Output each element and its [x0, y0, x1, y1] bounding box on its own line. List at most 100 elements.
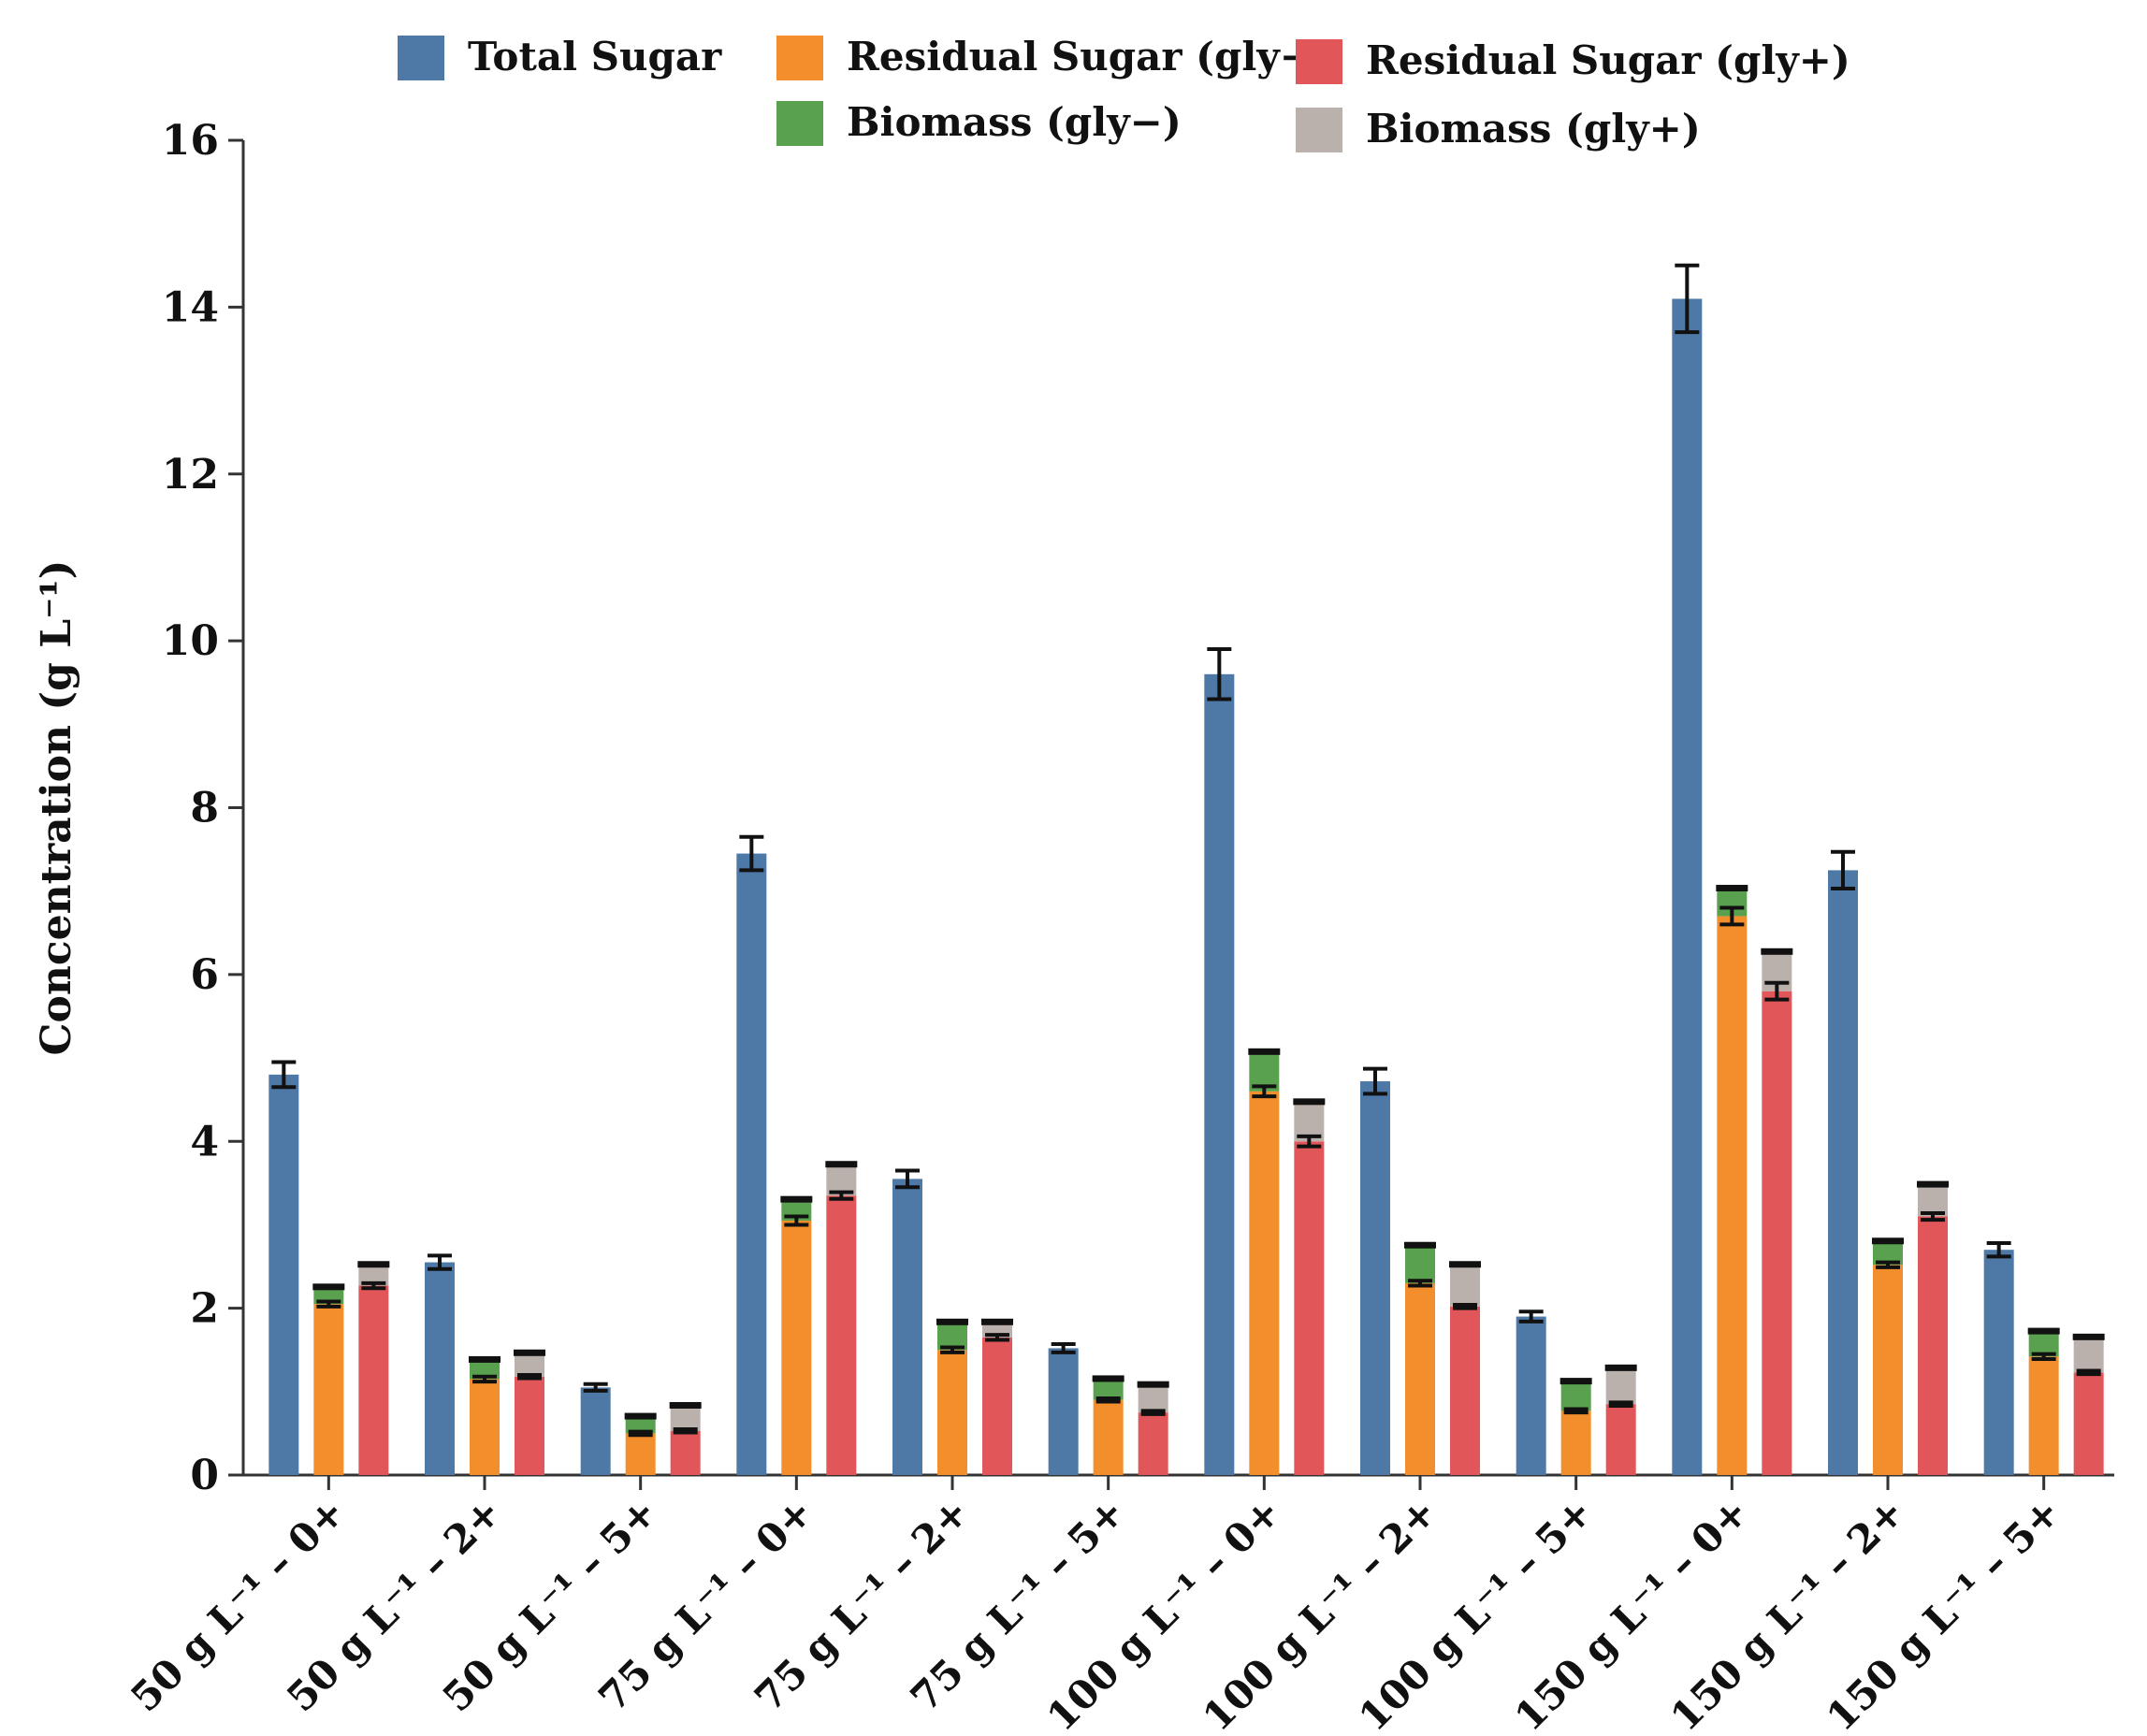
bar-total-sugar	[1516, 1316, 1546, 1475]
bar-biomass-gly-plus	[358, 1265, 389, 1286]
bar-residual-sugar-gly-minus	[1249, 1091, 1280, 1475]
bar-residual-sugar-gly-plus	[982, 1337, 1012, 1475]
legend: Total Sugar Residual Sugar (gly−) Residual…	[398, 34, 1850, 152]
y-tick-label: 4	[190, 1118, 219, 1165]
bar-residual-sugar-gly-minus	[1405, 1282, 1435, 1475]
bar-top-cap	[312, 1283, 345, 1291]
bar-total-sugar	[736, 853, 767, 1475]
legend-label: Total Sugar	[468, 34, 722, 80]
legend-label: Biomass (gly−)	[847, 99, 1182, 145]
y-axis-label: Concentration (g L⁻¹)	[33, 560, 80, 1056]
y-tick-label: 2	[190, 1285, 219, 1333]
bar-total-sugar	[1204, 673, 1235, 1475]
bar-biomass-gly-minus	[1405, 1245, 1435, 1283]
bar-top-cap	[357, 1261, 390, 1268]
bar-residual-sugar-gly-minus	[2028, 1356, 2059, 1475]
bar-top-cap	[1449, 1261, 1481, 1268]
bar-total-sugar	[268, 1074, 299, 1475]
bar-residual-sugar-gly-plus	[826, 1195, 857, 1475]
bar-biomass-gly-plus	[1450, 1265, 1480, 1307]
y-tick-label: 16	[162, 117, 219, 165]
bar-top-cap	[624, 1412, 657, 1420]
bar-residual-sugar-gly-plus	[1138, 1412, 1168, 1475]
bar-residual-sugar-gly-minus	[1717, 916, 1748, 1475]
bar-residual-sugar-gly-plus	[670, 1430, 701, 1475]
bar-biomass-gly-plus	[515, 1353, 544, 1377]
bar-top-cap	[2072, 1333, 2105, 1340]
bars	[268, 298, 2104, 1475]
bar-residual-sugar-gly-plus	[515, 1376, 544, 1475]
bar-residual-sugar-gly-plus	[1605, 1404, 1636, 1475]
bar-top-cap	[1137, 1381, 1169, 1388]
bar-residual-sugar-gly-minus	[781, 1220, 812, 1475]
bar-top-cap	[981, 1318, 1013, 1325]
y-tick-label: 0	[190, 1452, 219, 1499]
bar-residual-sugar-gly-minus	[1873, 1265, 1903, 1475]
x-ticks: 50 g L⁻¹ – 0+50 g L⁻¹ – 2+50 g L⁻¹ – 5+7…	[122, 1475, 2069, 1736]
bar-top-cap	[780, 1195, 813, 1203]
bar-total-sugar	[1048, 1348, 1079, 1475]
bar-biomass-gly-plus	[670, 1405, 701, 1431]
bar-top-cap	[1761, 948, 1793, 955]
bar-top-cap	[469, 1355, 500, 1363]
bar-biomass-gly-plus	[1605, 1367, 1636, 1405]
bar-total-sugar	[892, 1179, 922, 1475]
bar-residual-sugar-gly-minus	[937, 1350, 967, 1475]
bar-residual-sugar-gly-minus	[1093, 1399, 1124, 1475]
bar-biomass-gly-minus	[625, 1416, 656, 1434]
bar-residual-sugar-gly-plus	[1294, 1141, 1325, 1475]
bar-biomass-gly-minus	[470, 1359, 500, 1380]
bar-top-cap	[514, 1349, 545, 1356]
bar-total-sugar	[1828, 870, 1858, 1475]
bar-residual-sugar-gly-minus	[313, 1304, 344, 1475]
bar-top-cap	[825, 1161, 858, 1168]
bar-residual-sugar-gly-minus	[625, 1433, 656, 1475]
bar-residual-sugar-gly-minus	[470, 1379, 500, 1475]
bar-total-sugar	[425, 1262, 455, 1475]
legend-swatch	[398, 36, 444, 80]
bar-top-cap	[1872, 1237, 1904, 1245]
bar-top-cap	[1248, 1048, 1281, 1055]
legend-swatch	[1296, 39, 1342, 84]
y-tick-label: 10	[162, 617, 219, 665]
bar-total-sugar	[580, 1387, 611, 1475]
legend-swatch	[776, 36, 823, 80]
axes: 0 2 4 6 8 10 12 14 16 50 g L⁻¹ – 0+50 g L⁻¹ – 2+…	[122, 117, 2114, 1736]
bar-total-sugar	[1983, 1250, 2014, 1475]
bar-residual-sugar-gly-plus	[2073, 1372, 2104, 1475]
bar-top-cap	[1559, 1378, 1592, 1385]
y-tick-label: 12	[162, 451, 219, 499]
legend-swatch	[1296, 108, 1342, 152]
bar-residual-sugar-gly-minus	[1560, 1410, 1591, 1475]
error-bars	[271, 263, 2105, 1438]
bar-biomass-gly-plus	[1918, 1184, 1948, 1217]
bar-biomass-gly-minus	[937, 1322, 967, 1351]
bar-top-cap	[1293, 1098, 1326, 1106]
bar-biomass-gly-plus	[2073, 1337, 2104, 1373]
bar-top-cap	[1404, 1241, 1436, 1249]
bar-top-cap	[1716, 885, 1748, 892]
legend-label: Residual Sugar (gly+)	[1366, 37, 1850, 83]
legend-swatch	[776, 101, 823, 146]
bar-top-cap	[936, 1318, 968, 1325]
bar-biomass-gly-minus	[1093, 1379, 1124, 1400]
bar-top-cap	[2027, 1327, 2060, 1335]
legend-label: Residual Sugar (gly−)	[847, 34, 1331, 80]
bar-top-cap	[1917, 1180, 1949, 1188]
bar-top-cap	[669, 1401, 702, 1409]
bar-residual-sugar-gly-plus	[1762, 991, 1792, 1475]
y-tick-label: 14	[162, 283, 219, 331]
y-tick-label: 6	[190, 951, 219, 999]
bar-biomass-gly-plus	[1138, 1384, 1168, 1413]
bar-residual-sugar-gly-plus	[358, 1285, 389, 1475]
legend-label: Biomass (gly+)	[1366, 106, 1701, 152]
bar-top-cap	[1092, 1375, 1124, 1382]
y-tick-label: 8	[190, 785, 219, 832]
bar-total-sugar	[1360, 1081, 1390, 1475]
bar-residual-sugar-gly-plus	[1918, 1216, 1948, 1475]
y-ticks: 0 2 4 6 8 10 12 14 16	[162, 117, 243, 1499]
bar-biomass-gly-minus	[1560, 1382, 1591, 1411]
bar-total-sugar	[1672, 298, 1703, 1475]
bar-top-cap	[1604, 1364, 1637, 1371]
